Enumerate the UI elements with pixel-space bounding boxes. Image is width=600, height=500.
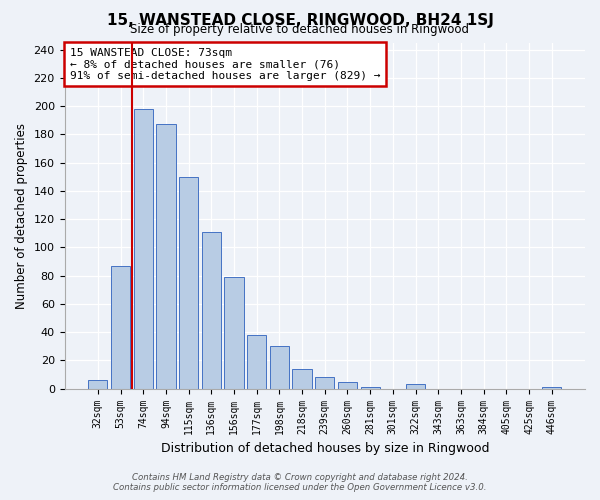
Bar: [247, 335, 266, 388]
Bar: [88, 380, 107, 388]
Bar: [202, 232, 221, 388]
Text: 15, WANSTEAD CLOSE, RINGWOOD, BH24 1SJ: 15, WANSTEAD CLOSE, RINGWOOD, BH24 1SJ: [107, 12, 493, 28]
Bar: [134, 109, 153, 388]
Text: 15 WANSTEAD CLOSE: 73sqm
← 8% of detached houses are smaller (76)
91% of semi-de: 15 WANSTEAD CLOSE: 73sqm ← 8% of detache…: [70, 48, 380, 81]
Bar: [315, 378, 334, 388]
Bar: [406, 384, 425, 388]
Bar: [224, 277, 244, 388]
Text: Size of property relative to detached houses in Ringwood: Size of property relative to detached ho…: [131, 22, 470, 36]
Text: Contains HM Land Registry data © Crown copyright and database right 2024.
Contai: Contains HM Land Registry data © Crown c…: [113, 473, 487, 492]
Bar: [292, 369, 312, 388]
X-axis label: Distribution of detached houses by size in Ringwood: Distribution of detached houses by size …: [161, 442, 489, 455]
Bar: [338, 382, 357, 388]
Y-axis label: Number of detached properties: Number of detached properties: [15, 122, 28, 308]
Bar: [156, 124, 176, 388]
Bar: [111, 266, 130, 388]
Bar: [270, 346, 289, 389]
Bar: [179, 176, 198, 388]
